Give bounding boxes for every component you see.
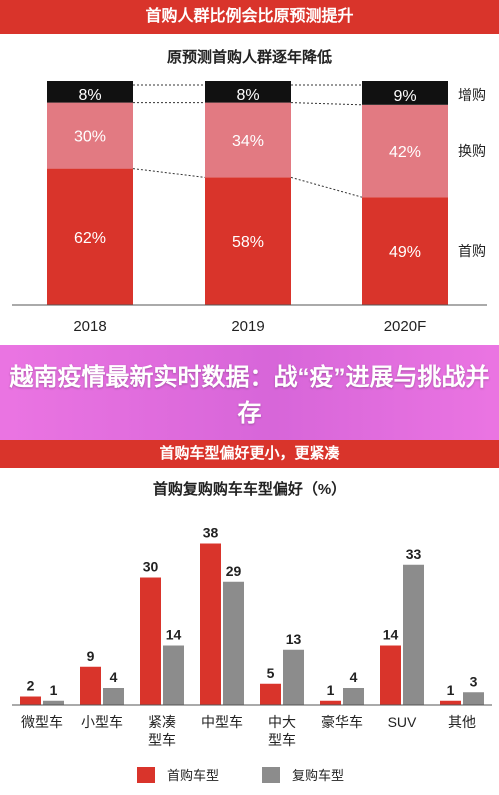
bar [343, 688, 364, 705]
x-tick-label: 微型车 [21, 714, 63, 730]
data-label: 9 [87, 648, 95, 664]
x-tick-label: 2019 [231, 318, 264, 335]
stack-segment [362, 197, 448, 305]
data-label: 30 [143, 559, 159, 575]
stack-segment [205, 81, 291, 103]
data-label: 3 [470, 673, 478, 689]
bar [200, 543, 221, 705]
stack-segment [205, 177, 291, 305]
stack-segment [47, 168, 133, 305]
x-tick-label: 中型车 [201, 714, 243, 730]
chart1-stacked-bar: 62% 30% 8% 2018 58% 34% 8% 2019 49% 42% 9% 2020F 首购 换… [12, 81, 487, 335]
x-tick-label: SUV [388, 714, 417, 730]
bar [80, 666, 101, 705]
data-label: 14 [383, 627, 399, 643]
stack-segment [47, 81, 133, 103]
segment-label: 62% [74, 230, 106, 247]
legend-swatch-gray [262, 766, 280, 783]
headline-overlay [0, 345, 499, 440]
x-tick-label: 其他 [448, 714, 476, 730]
segment-label: 58% [232, 234, 264, 251]
data-label: 1 [327, 682, 335, 698]
legend-label: 首购车型 [167, 768, 220, 783]
data-label: 4 [110, 669, 118, 685]
segment-label: 9% [393, 88, 416, 105]
bar [320, 700, 341, 705]
stack-segment [362, 104, 448, 198]
bar [140, 577, 161, 705]
bar [440, 700, 461, 705]
bar [20, 696, 41, 705]
x-tick-label: 2020F [384, 318, 427, 335]
bar [43, 700, 64, 705]
x-tick-label: 型车 [148, 732, 176, 748]
segment-label: 30% [74, 129, 106, 146]
data-label: 38 [203, 525, 219, 541]
data-label: 14 [166, 627, 182, 643]
segment-label: 49% [389, 244, 421, 261]
chart2-grouped-bar: 2 1微型车94小型车3014紧凑型车3829中型车513中大型车14豪华车143… [12, 525, 492, 748]
data-label: 33 [406, 546, 422, 562]
legend-swatch-red [137, 766, 155, 783]
connector-line [290, 176, 363, 198]
x-tick-label: 豪华车 [321, 714, 363, 730]
top-banner: 首购人群比例会比原预测提升 [0, 0, 499, 34]
data-label: 5 [267, 665, 275, 681]
legend-item-repurchase: 复购车型 [262, 765, 344, 784]
legend-label: 首购 [458, 243, 486, 259]
segment-label: 34% [232, 133, 264, 150]
legend-item-first-purchase: 首购车型 [137, 765, 219, 784]
bar [163, 645, 184, 705]
connector-line [290, 102, 363, 106]
stack-segment [205, 102, 291, 178]
data-label: 29 [226, 563, 242, 579]
legend-label: 增购 [458, 87, 486, 103]
data-label: 2 [27, 678, 35, 694]
bar [463, 692, 484, 705]
x-tick-label: 型车 [268, 732, 296, 748]
chart2-legend: 首购车型 复购车型 [0, 765, 499, 785]
data-label: 13 [286, 631, 302, 647]
bar [260, 683, 281, 705]
chart1-title: 原预测首购人群逐年降低 [166, 49, 332, 66]
data-label: 4 [350, 669, 358, 685]
x-tick-label: 紧凑 [148, 714, 176, 730]
data-label: 1 [447, 682, 455, 698]
chart2-title: 首购复购购车车型偏好（%） [152, 481, 347, 498]
connector-line [132, 168, 206, 178]
bar [223, 581, 244, 705]
segment-label: 8% [236, 87, 259, 104]
bar [283, 649, 304, 705]
legend-label: 换购 [458, 143, 486, 159]
data-label: 1 [50, 682, 58, 698]
x-tick-label: 小型车 [81, 714, 123, 730]
bar [380, 645, 401, 705]
x-tick-label: 2018 [73, 318, 106, 335]
segment-label: 42% [389, 144, 421, 161]
stack-segment [362, 81, 448, 105]
segment-label: 8% [78, 87, 101, 104]
legend-label: 复购车型 [292, 768, 345, 783]
headline-text: 越南疫情最新实时数据：战“疫”进展与挑战并存 [9, 364, 490, 427]
bottom-banner: 首购车型偏好更小，更紧凑 [0, 440, 499, 468]
bar [103, 688, 124, 705]
bar [403, 564, 424, 705]
x-tick-label: 中大 [268, 714, 296, 730]
stack-segment [47, 102, 133, 169]
